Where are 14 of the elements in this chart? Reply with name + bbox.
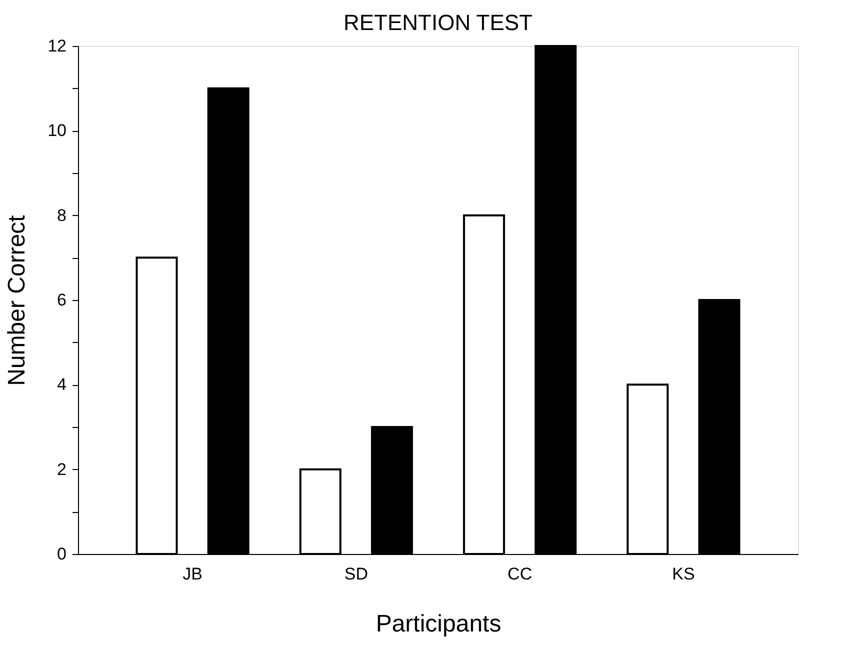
chart-title: RETENTION TEST — [343, 10, 533, 35]
x-tick-label: CC — [508, 564, 532, 584]
y-tick-label: 12 — [48, 36, 66, 56]
x-tick-label: JB — [182, 564, 202, 584]
y-tick-label: 0 — [57, 544, 66, 564]
y-tick-label: 6 — [57, 290, 66, 310]
x-tick-label: KS — [672, 564, 695, 584]
y-tick-label: 8 — [57, 206, 66, 225]
y-tick-label: 4 — [57, 375, 66, 394]
y-axis-title: Number Correct — [4, 214, 31, 386]
y-tick-label: 10 — [48, 121, 66, 140]
x-axis-title: Participants — [376, 610, 502, 638]
y-tick-label: 2 — [57, 460, 66, 479]
x-tick-label: SD — [344, 564, 368, 584]
